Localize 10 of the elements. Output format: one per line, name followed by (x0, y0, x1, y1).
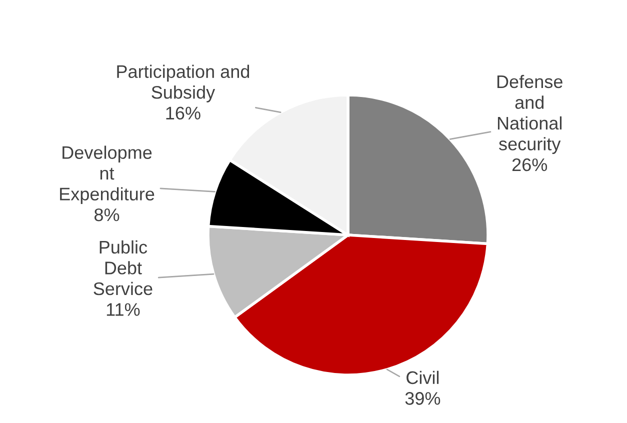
data-label: 11% (106, 303, 140, 316)
data-label: 8% (94, 208, 120, 222)
slice-label: Civil (406, 370, 439, 384)
slice-label: Public Debt Service (94, 240, 152, 296)
data-label: 26% (512, 158, 548, 172)
slice-label: Participation and Subsidy (117, 64, 250, 102)
slice-label: Defense and National security (497, 74, 562, 154)
data-label: 39% (405, 392, 440, 405)
slice-label: Developme nt Expenditure (60, 146, 154, 204)
data-label: 16% (166, 106, 200, 120)
